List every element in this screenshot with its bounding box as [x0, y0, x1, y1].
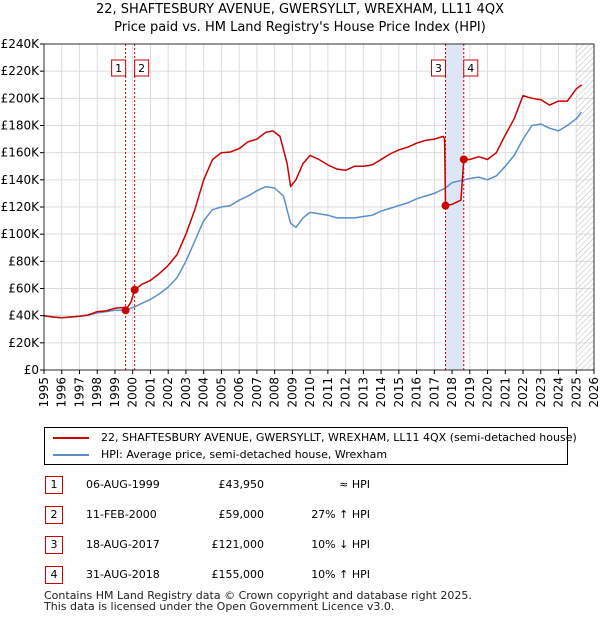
x-tick-label: 2018	[445, 377, 459, 408]
sale-row: 4 31-AUG-2018 £155,000 10% ↑ HPI	[0, 566, 600, 586]
sale-label-text: 1	[115, 62, 122, 75]
x-tick-label: 2011	[321, 377, 335, 408]
x-tick-label: 1995	[37, 377, 51, 408]
x-tick-label: 2019	[463, 377, 477, 408]
legend-swatch-property	[53, 437, 89, 439]
forecast-hatch	[576, 44, 594, 370]
x-tick-label: 2015	[392, 377, 406, 408]
y-tick-label: £200K	[1, 91, 41, 105]
legend-swatch-hpi	[53, 454, 89, 456]
series	[44, 84, 583, 319]
sale-label-text: 3	[435, 62, 442, 75]
sale-label-box	[463, 59, 479, 77]
x-tick-label: 1997	[72, 377, 86, 408]
sale-number-badge: 2	[45, 506, 63, 524]
x-tick-label: 2026	[587, 377, 600, 408]
x-tick-label: 2024	[552, 377, 566, 408]
sale-hpi-relation: ≈ HPI	[339, 478, 370, 491]
x-tick-label: 2009	[285, 377, 299, 408]
sale-price: £155,000	[211, 568, 265, 581]
y-tick-label: £160K	[1, 146, 41, 160]
x-tick-label: 1996	[55, 377, 69, 408]
footer: Contains HM Land Registry data © Crown c…	[44, 590, 472, 612]
y-tick-label: £140K	[1, 173, 41, 187]
sale-point	[441, 201, 450, 210]
x-tick-label: 2006	[232, 377, 246, 408]
x-tick-label: 2005	[214, 377, 228, 408]
sale-price: £43,950	[218, 478, 265, 491]
sale-point	[121, 306, 130, 315]
x-tick-label: 2008	[268, 377, 282, 408]
sale-label-box	[111, 59, 127, 77]
sale-number-badge: 3	[45, 536, 63, 554]
sale-point	[130, 285, 139, 294]
x-tick-label: 2014	[374, 377, 388, 408]
x-tick-label: 2002	[161, 377, 175, 408]
hpi-line	[44, 111, 583, 319]
x-tick-label: 2010	[303, 377, 317, 408]
x-tick-label: 2020	[481, 377, 495, 408]
sale-date: 31-AUG-2018	[86, 568, 160, 581]
x-tick-label: 2012	[339, 377, 353, 408]
sale-price: £121,000	[211, 538, 265, 551]
x-tick-label: 2000	[126, 377, 140, 408]
title-line-1: 22, SHAFTESBURY AVENUE, GWERSYLLT, WREXH…	[96, 2, 504, 17]
y-tick-label: £100K	[1, 227, 41, 241]
footer-copyright: Contains HM Land Registry data © Crown c…	[44, 589, 472, 602]
x-tick-label: 2021	[498, 377, 512, 408]
x-tick-label: 2017	[427, 377, 441, 408]
x-tick-label: 1999	[108, 377, 122, 408]
sale-label-box	[134, 59, 150, 77]
sale-hpi-relation: 10% ↓ HPI	[311, 538, 370, 551]
sale-date: 11-FEB-2000	[86, 508, 157, 521]
sale-row: 2 11-FEB-2000 £59,000 27% ↑ HPI	[0, 506, 600, 526]
sale-hpi-relation: 10% ↑ HPI	[311, 568, 370, 581]
sale-markers: 1 2 3 4	[111, 59, 479, 315]
sale-row: 3 18-AUG-2017 £121,000 10% ↓ HPI	[0, 536, 600, 556]
grid	[43, 43, 595, 371]
y-tick-label: £180K	[1, 119, 41, 133]
y-tick-label: £240K	[1, 37, 41, 51]
property-price-line	[44, 84, 583, 319]
x-tick-label: 2001	[143, 377, 157, 408]
y-tick-label: £0	[24, 363, 39, 377]
y-tick-label: £120K	[1, 200, 41, 214]
x-tick-label: 2003	[179, 377, 193, 408]
chart-title: 22, SHAFTESBURY AVENUE, GWERSYLLT, WREXH…	[0, 1, 600, 37]
x-tick-label: 2013	[356, 377, 370, 408]
footer-licence: This data is licensed under the Open Gov…	[44, 600, 395, 613]
legend-label-hpi: HPI: Average price, semi-detached house,…	[101, 448, 388, 461]
sale-date: 18-AUG-2017	[86, 538, 160, 551]
price-chart: 1 2 3 4 £0 £20K £40K £60K £80K £100K £120K £140K £1…	[1, 37, 600, 408]
y-tick-label: £220K	[1, 64, 41, 78]
y-tick-label: £20K	[8, 336, 40, 350]
x-tick-label: 2023	[534, 377, 548, 408]
sale-date: 06-AUG-1999	[86, 478, 160, 491]
x-tick-label: 2022	[516, 377, 530, 408]
sale-span-shade	[445, 44, 464, 370]
axes: £0 £20K £40K £60K £80K £100K £120K £140K £160K £1…	[1, 37, 600, 408]
x-tick-label: 2004	[197, 377, 211, 408]
title-line-2: Price paid vs. HM Land Registry's House …	[114, 20, 486, 35]
x-tick-label: 1998	[90, 377, 104, 408]
sale-number-badge: 4	[45, 566, 63, 584]
sale-row: 1 06-AUG-1999 £43,950 ≈ HPI	[0, 476, 600, 496]
x-tick-label: 2007	[250, 377, 264, 408]
y-tick-label: £60K	[8, 282, 40, 296]
sale-price: £59,000	[218, 508, 265, 521]
legend: 22, SHAFTESBURY AVENUE, GWERSYLLT, WREXH…	[44, 427, 577, 465]
sale-number-badge: 1	[45, 476, 63, 494]
sale-hpi-relation: 27% ↑ HPI	[311, 508, 370, 521]
legend-label-property: 22, SHAFTESBURY AVENUE, GWERSYLLT, WREXH…	[101, 431, 577, 444]
sale-label-text: 4	[467, 62, 474, 75]
x-tick-label: 2025	[569, 377, 583, 408]
sale-label-box	[431, 59, 446, 77]
sale-point	[459, 155, 468, 164]
y-tick-label: £40K	[8, 309, 40, 323]
x-tick-label: 2016	[410, 377, 424, 408]
y-tick-label: £80K	[8, 254, 40, 268]
sale-label-text: 2	[138, 62, 145, 75]
shaded-regions	[125, 44, 594, 370]
